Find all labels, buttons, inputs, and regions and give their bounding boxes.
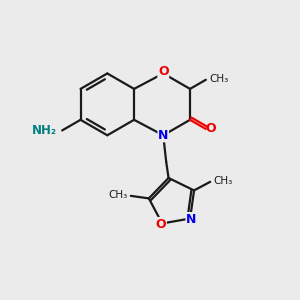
- Text: O: O: [158, 65, 169, 79]
- Text: O: O: [206, 122, 216, 135]
- Text: CH₃: CH₃: [213, 176, 233, 186]
- Text: NH₂: NH₂: [32, 124, 57, 137]
- Text: CH₃: CH₃: [209, 74, 229, 84]
- Text: O: O: [156, 218, 166, 230]
- Text: O: O: [158, 65, 169, 79]
- Text: CH₃: CH₃: [109, 190, 128, 200]
- Text: N: N: [186, 213, 196, 226]
- Text: N: N: [158, 129, 168, 142]
